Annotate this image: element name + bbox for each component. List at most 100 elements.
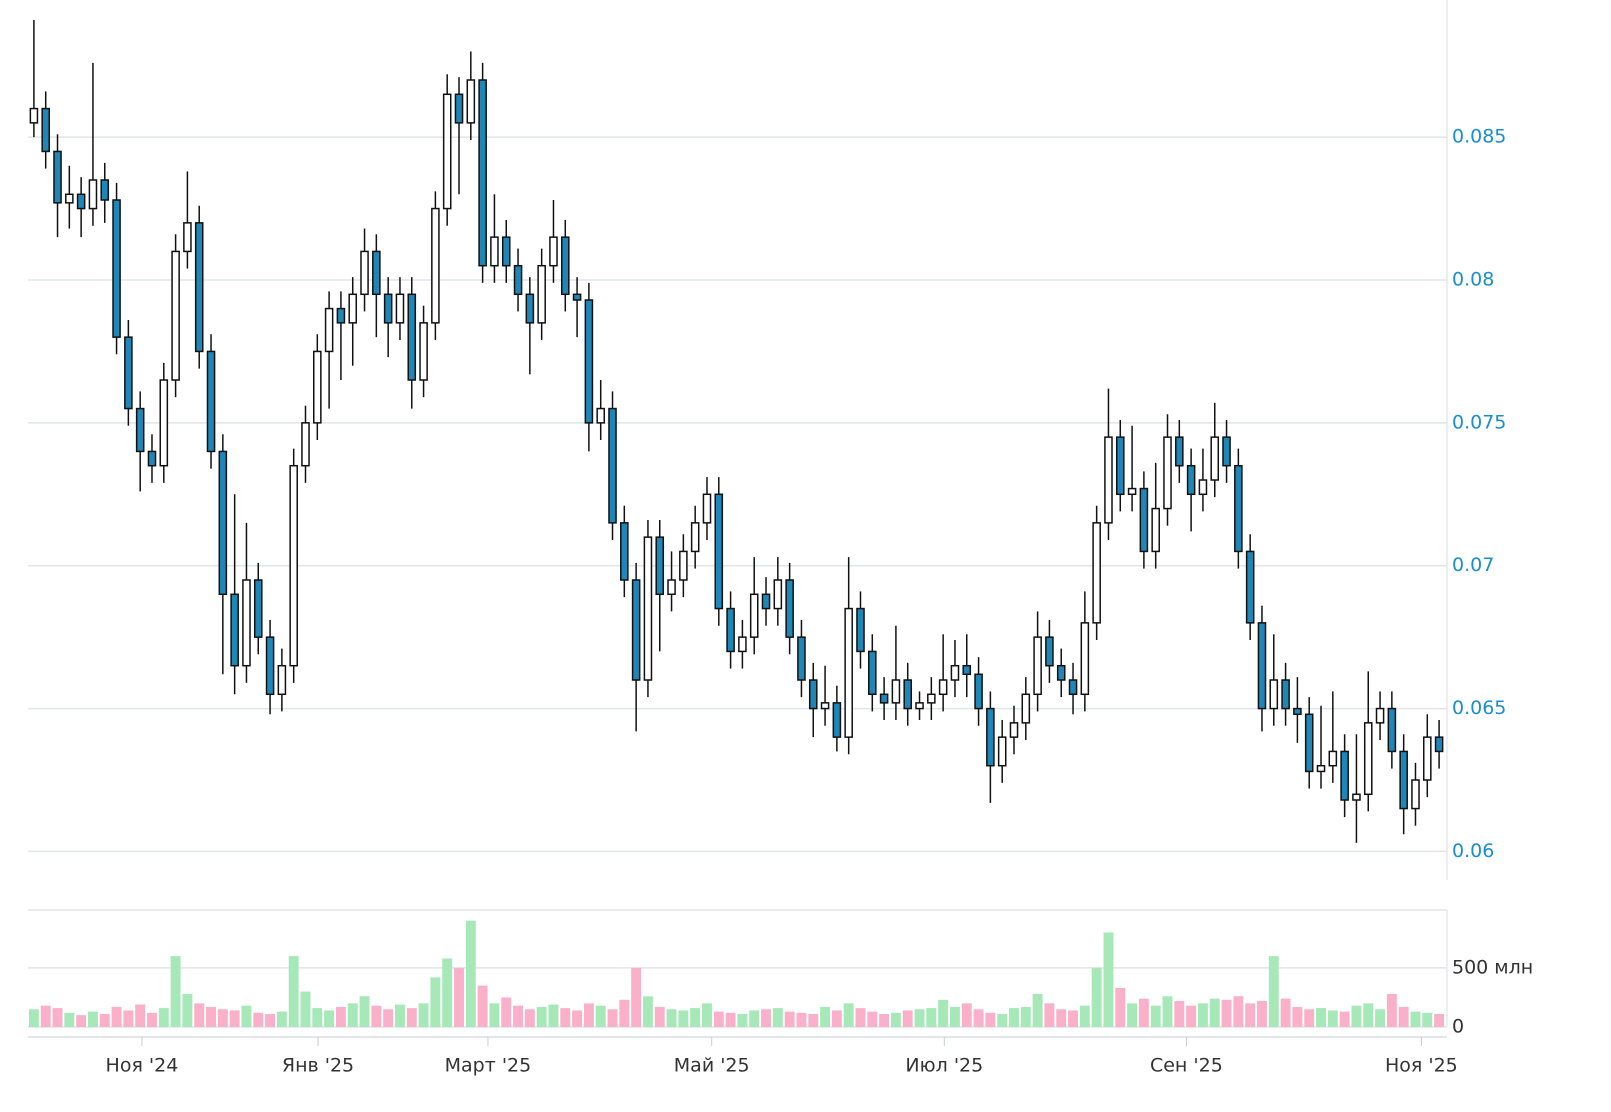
volume-bar [1434,1014,1445,1027]
volume-bar [395,1004,405,1027]
candle-body [643,536,653,681]
volume-bar [241,1005,252,1027]
volume-bar [1138,998,1149,1027]
candle-body [1045,636,1054,667]
volume-bar [1339,1011,1350,1027]
volume-bar [1150,1005,1161,1027]
candle-body [1316,764,1326,773]
volume-bar [642,996,653,1027]
volume-bar [442,958,453,1027]
volume-bar [1009,1008,1019,1027]
x-tick-label: Янв '25 [282,1055,354,1077]
volume-bar [761,1009,771,1027]
candle-body [537,264,546,324]
volume-bar [938,999,949,1027]
candle-body [938,679,948,696]
y-tick-label: 0.065 [1452,697,1506,719]
volume-bar [111,1006,122,1027]
y-tick-label: 0.08 [1452,269,1494,291]
volume-bar [465,920,476,1027]
candle-body [1151,507,1160,553]
candle-body [773,579,783,610]
volume-bar [489,1003,500,1027]
candle-body [407,293,417,381]
volume-bar [99,1014,110,1027]
candle-body [1021,693,1031,724]
candle-body [277,664,287,696]
x-tick-label: Ноя '25 [1385,1055,1458,1077]
candle-body [1222,436,1231,467]
candle-body [1411,779,1420,810]
volume-bar [1375,1009,1386,1027]
candle-body [29,107,39,124]
candle-body [230,593,239,667]
volume-bar [1103,932,1114,1027]
volume-bar [985,1012,996,1027]
candle-body [1080,622,1090,696]
volume-tick-label: 500 млн [1452,956,1533,978]
x-tick-label: Март '25 [445,1055,532,1077]
candle-body [962,664,972,676]
volume-bar [879,1014,890,1027]
volume-bar [158,1008,169,1027]
volume-bar [335,1006,346,1027]
candle-body [1056,664,1066,681]
candle-body [1234,464,1243,553]
candle-body [868,650,877,696]
volume-bar [926,1008,937,1027]
candle-body [1422,736,1432,781]
x-tick-label: Июл '25 [905,1055,983,1077]
candle-body [974,673,983,710]
volume-bar [1386,993,1397,1027]
volume-bar [1186,1005,1197,1027]
candle-body [808,679,818,710]
candle-body [1304,713,1314,773]
candle-body [1186,464,1196,496]
volume-bar [654,1006,665,1027]
volume-bar [631,967,642,1027]
candle-body [454,93,464,124]
candle-body [560,236,570,296]
candle-body [879,693,889,704]
volume-bar [217,1009,228,1027]
candle-body [714,493,724,610]
volume-bar [1115,988,1126,1027]
candle-body [832,702,842,738]
candle-body [1340,750,1349,801]
volume-bar [583,1003,594,1027]
candle-body [159,379,169,467]
candle-body [100,179,110,201]
candle-body [667,579,676,596]
volume-bar [808,1014,819,1027]
candle-body [1269,679,1279,710]
volume-bar [784,1011,795,1027]
volume-bar [406,1008,417,1027]
volume-bar [194,1003,205,1027]
volume-bar [619,999,630,1027]
candle-body [360,250,369,296]
candle-body [1257,622,1267,710]
volume-bar [1056,1009,1067,1027]
volume-bar [1221,999,1232,1027]
volume-bar [430,977,441,1027]
volume-bar [371,1005,382,1027]
candle-body [631,579,641,681]
candle-body [1068,679,1078,696]
candle-body [1009,722,1019,738]
candle-body [1163,436,1172,510]
candle-body [1115,436,1125,496]
candle-body [253,579,263,638]
volume-bar [548,1004,559,1027]
volume-bar [76,1015,87,1027]
volume-bar [572,1010,583,1027]
volume-bar [312,1008,323,1027]
candle-body [372,250,381,296]
candle-body [891,679,901,704]
volume-bar [359,996,370,1027]
volume-bar [702,1003,712,1027]
volume-bar [737,1014,748,1027]
candle-body [301,422,310,467]
candle-body [679,550,688,581]
candle-body [1363,722,1373,796]
